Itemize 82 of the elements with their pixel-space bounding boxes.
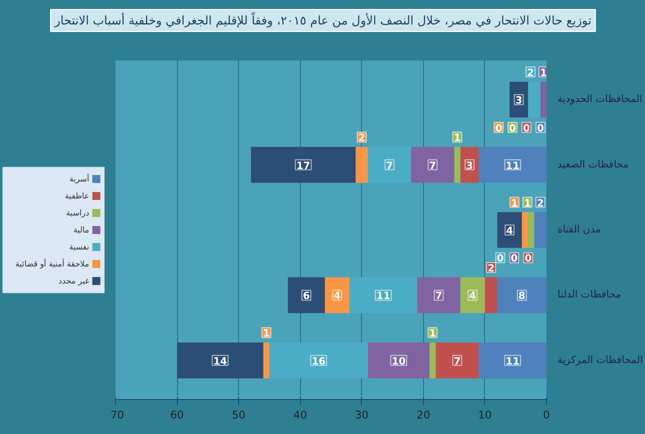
data-label: 0 (509, 123, 516, 134)
bar (417, 277, 460, 314)
data-label: 0 (495, 123, 502, 134)
data-label: 17 (296, 160, 310, 172)
data-label: 0 (524, 254, 532, 265)
data-label: 16 (312, 356, 326, 368)
chart-title: توزيع حالات الانتحار في مصر، خلال النصف الأول من عام ٢٠١٥، وفقاً للإقليم الجغرافي وخلفية أسباب الانتحار (54, 12, 592, 28)
bar (368, 146, 412, 183)
bar (540, 82, 546, 118)
data-label: 10 (392, 356, 406, 368)
bar (436, 342, 479, 378)
data-label: 7 (429, 160, 436, 172)
bar (263, 342, 270, 378)
x-tick-label: 70 (110, 408, 124, 422)
x-tick-label: 30 (355, 408, 369, 422)
data-label: 3 (515, 96, 522, 107)
data-label: 1 (524, 198, 531, 210)
bar (250, 146, 356, 183)
y-tick-label: مدن القناة (558, 224, 601, 236)
legend-label: نفسية (69, 242, 90, 252)
data-label: 0 (537, 123, 544, 134)
data-label: 1 (454, 133, 461, 144)
bar (484, 277, 498, 314)
data-label: 2 (527, 68, 534, 79)
data-label: 0 (510, 254, 518, 265)
data-label: 8 (518, 291, 526, 302)
legend-label: مالية (73, 226, 90, 234)
data-label: 2 (358, 133, 366, 144)
bar (497, 277, 546, 314)
x-tick-label: 60 (170, 408, 184, 422)
data-label: 4 (334, 291, 341, 302)
data-label: 4 (469, 291, 476, 302)
data-label: 1 (511, 198, 518, 210)
bar (534, 212, 546, 248)
bar (324, 277, 350, 314)
bar (349, 277, 418, 314)
x-tick-label: 20 (416, 408, 430, 422)
bar (478, 342, 546, 378)
data-label: 7 (435, 291, 442, 302)
data-label: 3 (466, 160, 474, 172)
bar (454, 146, 460, 183)
legend-label: عاطفية (64, 192, 90, 200)
data-label: 4 (506, 226, 514, 237)
y-tick-label: المحافظات المركزية (558, 354, 643, 366)
bar (528, 82, 540, 118)
data-label: 1 (429, 328, 436, 340)
bar (288, 277, 325, 314)
bar (528, 212, 534, 248)
y-tick-label: محافظات الصعيد (558, 159, 629, 170)
bar (497, 212, 522, 248)
bar (411, 146, 454, 183)
bar (177, 342, 264, 378)
bar (522, 212, 528, 248)
x-tick-label: 50 (232, 408, 246, 422)
data-label: 7 (386, 160, 394, 172)
y-tick-label: محافظات الدلتا (558, 290, 622, 301)
bar (478, 146, 546, 183)
data-label: 11 (506, 160, 520, 172)
data-label: 2 (536, 198, 544, 210)
x-tick-label: 0 (543, 408, 550, 422)
y-tick-label: المحافظات الحدودية (558, 94, 642, 106)
x-tick-label: 40 (293, 408, 308, 422)
bar (430, 342, 436, 378)
data-label: 1 (262, 328, 270, 340)
bar (269, 342, 368, 378)
data-label: 2 (488, 263, 495, 274)
data-label: 0 (496, 254, 504, 265)
data-label: 11 (506, 356, 520, 368)
bar (368, 342, 430, 378)
data-label: 6 (302, 291, 310, 302)
data-label: 0 (523, 123, 530, 134)
legend-label: دراسية (66, 208, 90, 218)
x-tick-label: 10 (478, 408, 492, 422)
bar (460, 277, 485, 314)
legend-label: ملاحقة أمنية أو قضائية (15, 258, 90, 268)
data-label: 1 (540, 68, 547, 79)
data-label: 7 (454, 356, 461, 368)
data-label: 11 (376, 291, 390, 302)
bar (356, 146, 368, 183)
data-label: 14 (213, 356, 228, 368)
legend-label: غير محدد (58, 276, 90, 286)
legend-label: أسرية (69, 174, 90, 184)
